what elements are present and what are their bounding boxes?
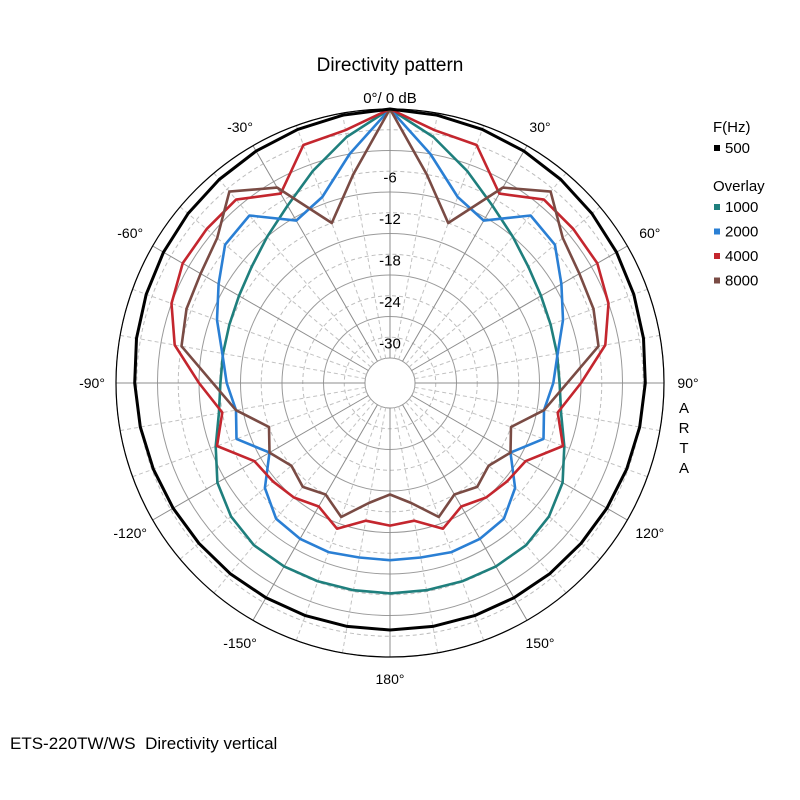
ring-label: -12 [379, 211, 401, 228]
angle-label: -90° [79, 375, 105, 391]
series-500-curve [133, 107, 647, 632]
legend-swatch-500 [714, 145, 720, 151]
angle-label: 120° [635, 525, 664, 541]
angle-label: -150° [223, 635, 257, 651]
series-2000-curve [215, 107, 565, 562]
watermark-letter: T [679, 440, 688, 457]
ring-label: -18 [379, 253, 401, 270]
angle-label: 90° [677, 375, 698, 391]
legend-label-4000: 4000 [725, 248, 758, 265]
watermark-letter: A [679, 460, 689, 477]
legend-label-500: 500 [725, 140, 750, 157]
angle-label: 30° [529, 119, 550, 135]
watermark-letter: R [679, 420, 690, 437]
ring-label: -6 [383, 170, 396, 187]
major-spoke [411, 395, 628, 521]
legend: F(Hz) Overlay 500 1000 2000 4000 8000 [713, 119, 765, 290]
ring-label: 0°/ 0 dB [363, 90, 417, 107]
series-8000-curve [180, 107, 600, 519]
series-layer [133, 107, 647, 632]
major-spoke [152, 245, 369, 371]
series-1000-curve [214, 107, 566, 595]
chart-title: Directivity pattern [317, 55, 464, 76]
ring-label: -30 [379, 336, 401, 353]
major-spoke [402, 404, 528, 621]
legend-swatch-2000 [714, 228, 720, 235]
legend-overlay-header: Overlay [713, 178, 765, 195]
legend-label-2000: 2000 [725, 224, 758, 241]
major-spoke [402, 145, 528, 362]
legend-label-8000: 8000 [725, 273, 758, 290]
legend-header: F(Hz) [713, 119, 751, 136]
figure-caption: ETS-220TW/WS Directivity vertical [10, 734, 278, 753]
angle-label: 180° [376, 671, 405, 687]
legend-label-1000: 1000 [725, 199, 758, 216]
angle-label: -60° [117, 225, 143, 241]
major-spoke [152, 395, 369, 521]
inner-ring [364, 357, 416, 409]
major-spoke [252, 145, 378, 362]
legend-swatch-8000 [714, 277, 720, 284]
ring-labels: 0°/ 0 dB -6 -12 -18 -24 -30 [363, 90, 417, 353]
angle-labels: -30° 30° -60° 60° -90° 90° -120° 120° -150° 150° 1… [79, 119, 699, 687]
angle-label: -30° [227, 119, 253, 135]
legend-swatch-1000 [714, 204, 720, 210]
major-spoke [411, 245, 628, 371]
series-4000-curve [170, 107, 610, 530]
ring-label: -24 [379, 294, 401, 311]
legend-swatch-4000 [714, 253, 720, 259]
angle-label: 150° [526, 635, 555, 651]
polar-grid [115, 108, 665, 658]
watermark-letter: A [679, 400, 689, 417]
major-spoke [252, 404, 378, 621]
angle-label: -120° [113, 525, 147, 541]
angle-label: 60° [639, 225, 660, 241]
